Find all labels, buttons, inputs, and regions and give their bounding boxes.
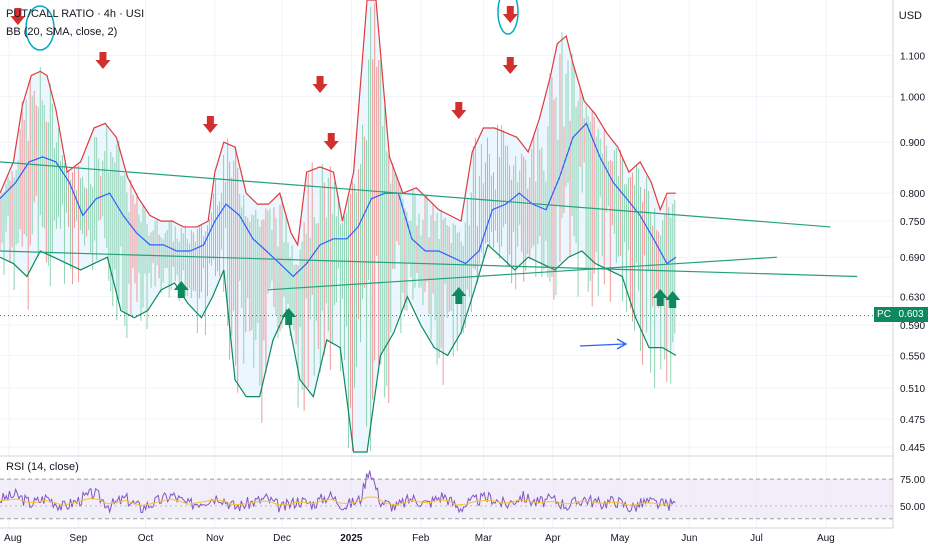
up-arrow [451, 287, 467, 304]
down-arrow [502, 6, 518, 23]
time-tick-label: Aug [817, 533, 835, 544]
price-tick-label: 0.550 [900, 351, 925, 362]
upper-band-line [0, 0, 676, 247]
up-arrow [281, 308, 297, 325]
time-tick-label: Feb [412, 533, 430, 544]
price-tick-label: 0.590 [900, 321, 925, 332]
price-tick-label: 0.900 [900, 138, 925, 149]
bb-legend[interactable]: BB (20, SMA, close, 2) [6, 26, 118, 38]
time-tick-label: Jul [750, 533, 763, 544]
time-tick-label: Aug [4, 533, 22, 544]
rsi-pane [0, 470, 893, 520]
time-tick-label: Nov [206, 533, 224, 544]
time-tick-label: Dec [273, 533, 291, 544]
rsi-legend[interactable]: RSI (14, close) [6, 461, 79, 473]
price-axis[interactable]: 1.100 1.000 0.900 0.800 0.750 0.690 0.630 0.590… [892, 0, 932, 550]
rsi-line [0, 470, 676, 515]
time-tick-label: May [610, 533, 629, 544]
circle-annotation [25, 5, 55, 51]
lower-band-line [0, 243, 677, 453]
price-tick-label: 0.445 [900, 443, 925, 454]
price-tag-label: PC [874, 307, 894, 322]
bollinger-bands [0, 0, 677, 453]
up-arrow [652, 289, 668, 306]
price-tick-label: 1.000 [900, 93, 925, 104]
time-tick-label: Sep [69, 533, 87, 544]
time-axis[interactable]: Aug Sep Oct Nov Dec 2025 Feb Mar Apr May Jun Jul Aug [0, 527, 893, 544]
blue-arrow-shaft [579, 343, 625, 347]
down-arrow [95, 52, 111, 69]
price-tick-label: 1.100 [900, 51, 925, 62]
middle-band-line [0, 122, 677, 278]
down-arrow [323, 133, 339, 150]
rsi-tick-label: 50.00 [900, 502, 925, 513]
time-tick-label: 2025 [340, 533, 363, 544]
time-tick-label: Jun [681, 533, 697, 544]
price-axis-bg [893, 0, 932, 550]
time-tick-label: Mar [475, 533, 493, 544]
up-arrow [665, 291, 681, 308]
price-tick-label: 0.510 [900, 384, 925, 395]
down-arrow [10, 8, 26, 25]
rsi-ma-line [0, 496, 672, 507]
up-arrow [173, 281, 189, 298]
down-arrow [202, 116, 218, 133]
blue-arrow-head [616, 338, 628, 350]
price-tag-value: 0.603 [894, 307, 928, 322]
price-tick-label: 0.630 [900, 293, 925, 304]
down-arrow [451, 102, 467, 119]
signal-arrows [10, 6, 681, 325]
price-tick-label: 0.690 [900, 253, 925, 264]
trendlines [0, 161, 858, 291]
time-tick-label: Apr [545, 533, 561, 544]
chart-title: PUT/CALL RATIO · 4h · USI [6, 8, 145, 20]
price-tick-label: 0.475 [900, 415, 925, 426]
bollinger-band-fill [0, 0, 675, 452]
trendline-3 [267, 256, 777, 291]
rsi-tick-label: 75.00 [900, 475, 925, 486]
circle-annotation [497, 0, 519, 35]
down-arrow [312, 76, 328, 93]
currency-label[interactable]: USD [898, 10, 922, 22]
trendline-1 [0, 161, 831, 228]
trendline-2 [0, 250, 858, 278]
price-tick-label: 0.750 [900, 217, 925, 228]
time-tick-label: Oct [138, 533, 154, 544]
down-arrow [502, 57, 518, 74]
price-tick-label: 0.800 [900, 189, 925, 200]
band-fill-area [0, 0, 675, 452]
annotations [0, 0, 893, 350]
